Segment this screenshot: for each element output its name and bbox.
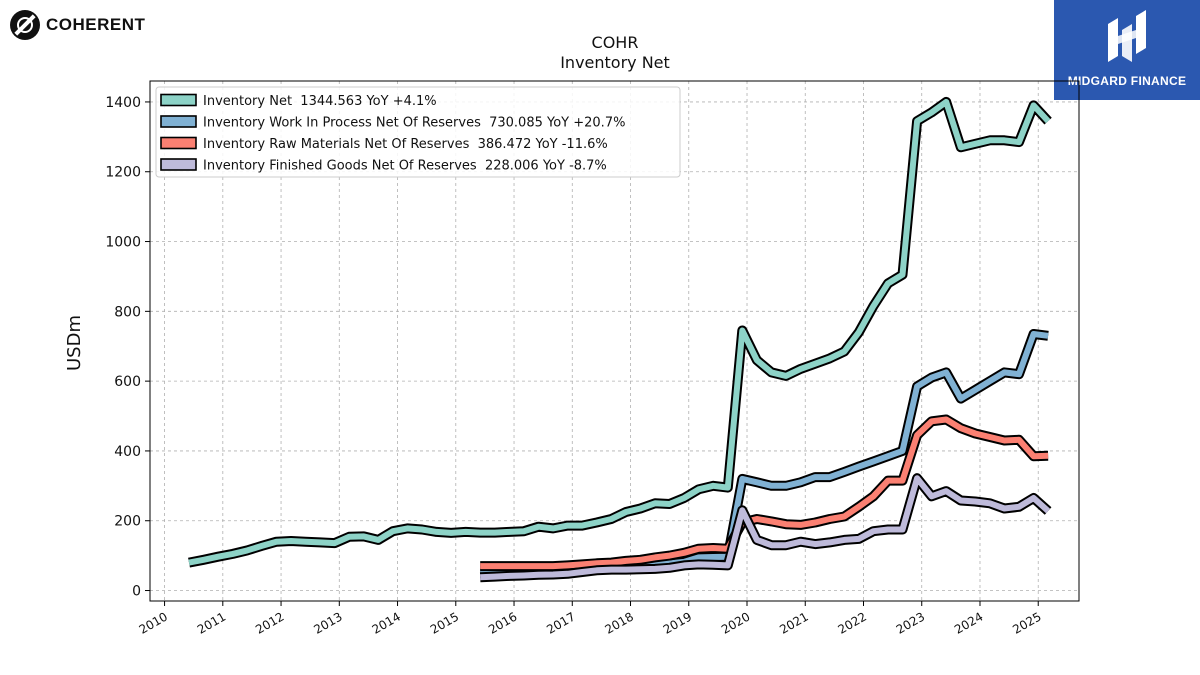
legend: Inventory Net 1344.563 YoY +4.1% Inventor… <box>155 86 681 178</box>
coherent-logo: COHERENT <box>10 10 145 40</box>
y-tick-label: 200 <box>114 514 141 530</box>
series-line-3 <box>480 475 1051 581</box>
x-tick-label: 2024 <box>952 609 985 636</box>
x-tick-label: 2017 <box>544 609 577 636</box>
legend-swatch-2 <box>160 136 197 150</box>
legend-label-1: Inventory Work In Process Net Of Reserve… <box>203 116 625 131</box>
midgard-logo-text: MIDGARD FINANCE <box>1067 74 1187 88</box>
y-tick-label: 400 <box>114 444 141 460</box>
y-tick-label: 800 <box>114 304 141 320</box>
legend-swatch-3 <box>160 158 197 171</box>
y-tick-label: 600 <box>114 374 141 390</box>
x-tick-label: 2010 <box>137 609 170 636</box>
series-line-0 <box>188 98 1051 566</box>
x-tick-label: 2014 <box>370 609 403 636</box>
chart-subtitle: Inventory Net <box>560 53 670 72</box>
midgard-finance-logo: MIDGARD FINANCE <box>1054 0 1200 100</box>
x-tick-label: 2013 <box>311 609 344 636</box>
legend-label-2: Inventory Raw Materials Net Of Reserves … <box>203 137 608 152</box>
legend-label-3: Inventory Finished Goods Net Of Reserves… <box>203 159 607 174</box>
x-tick-label: 2021 <box>777 609 810 636</box>
series-layer <box>188 96 1052 583</box>
x-tick-label: 2016 <box>486 609 519 636</box>
legend-label-0: Inventory Net 1344.563 YoY +4.1% <box>203 94 437 109</box>
midgard-logo-icon <box>1108 10 1146 62</box>
x-tick-label: 2025 <box>1010 609 1043 636</box>
y-tick-label: 1400 <box>105 95 141 111</box>
coherent-logo-icon <box>10 10 40 40</box>
x-tick-label: 2018 <box>603 609 636 636</box>
x-tick-label: 2022 <box>836 609 869 636</box>
x-tick-label: 2020 <box>719 609 752 636</box>
legend-swatch-0 <box>160 93 197 107</box>
y-tick-label: 1000 <box>105 235 141 251</box>
x-tick-label: 2015 <box>428 609 461 636</box>
legend-box <box>155 86 681 178</box>
coherent-logo-text: COHERENT <box>46 15 146 34</box>
x-tick-label: 2019 <box>661 609 694 636</box>
y-tick-label: 0 <box>132 584 141 600</box>
series-line-2 <box>480 416 1049 570</box>
x-tick-label: 2023 <box>894 609 927 636</box>
y-tick-label: 1200 <box>105 165 141 181</box>
y-axis-label: USDm <box>64 315 85 371</box>
plot-frame <box>149 80 1080 602</box>
chart-title: COHR <box>591 33 639 52</box>
x-tick-label: 2011 <box>195 609 228 636</box>
x-tick-label: 2012 <box>253 609 286 636</box>
legend-swatch-1 <box>160 115 197 128</box>
